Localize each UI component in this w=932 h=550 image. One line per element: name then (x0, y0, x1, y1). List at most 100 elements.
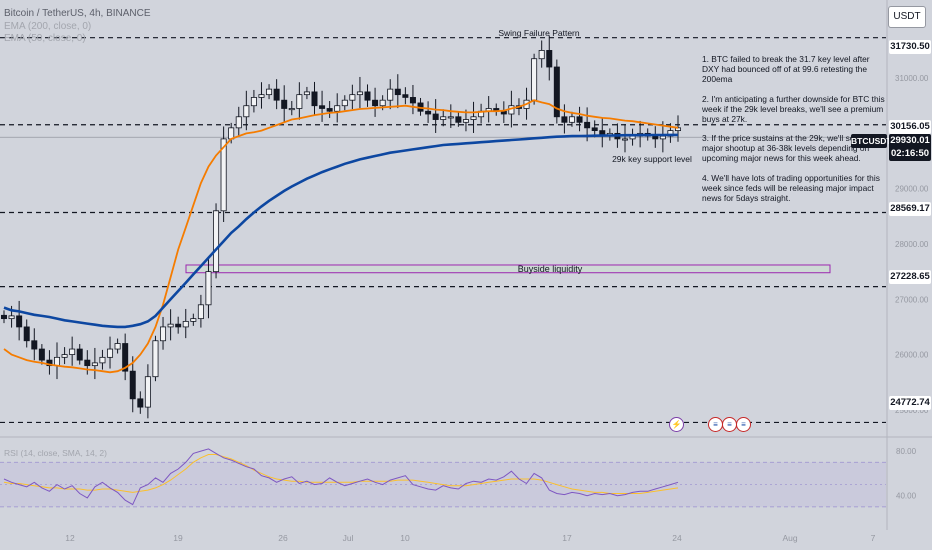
candle (387, 79, 394, 110)
candle (84, 350, 91, 375)
buyside-liquidity-box (185, 264, 831, 274)
currency-button[interactable]: USDT (888, 6, 926, 28)
note-3: 3. If the price sustains at the 29k, we'… (702, 133, 870, 164)
candle (91, 347, 98, 380)
candle (107, 336, 114, 369)
analysis-notes: 1. BTC failed to break the 31.7 key leve… (702, 54, 888, 214)
bolt-icon[interactable]: ⚡ (669, 417, 684, 432)
x-tick-label: 12 (65, 533, 75, 543)
candle (167, 309, 174, 341)
candle (38, 344, 45, 365)
candle (402, 87, 409, 105)
candle (334, 93, 341, 123)
ema50-line (3, 99, 679, 374)
x-tick-label: Aug (782, 533, 797, 543)
rsi-tick-label: 40.00 (896, 492, 917, 501)
price-label-24772: 24772.74 (889, 396, 931, 410)
rsi-ma-line (3, 454, 679, 494)
buyside-liquidity-label: Buyside liquidity (518, 264, 583, 274)
candle (372, 87, 379, 117)
y-tick-label: 25000.00 (895, 406, 929, 415)
candle (478, 103, 485, 124)
candle (455, 111, 462, 127)
candle (281, 85, 288, 122)
candle (447, 104, 454, 128)
last-price: 29930.01 (890, 135, 930, 146)
last-price-label: 29930.01 02:16:50 (889, 134, 931, 161)
candle (220, 126, 227, 222)
rsi-tick-label: 80.00 (896, 447, 917, 456)
x-tick-label: 17 (562, 533, 572, 543)
candle (137, 391, 144, 414)
candle (69, 336, 76, 366)
x-tick-label: 10 (400, 533, 410, 543)
candle (175, 316, 182, 334)
candle (0, 310, 7, 324)
candle (197, 294, 204, 328)
candle (629, 128, 636, 146)
candle (250, 89, 257, 113)
candle (182, 308, 189, 339)
candle (273, 79, 280, 110)
candle (561, 104, 568, 134)
us-flag-icon[interactable]: ≡ (736, 417, 751, 432)
candle (621, 123, 628, 153)
candle (349, 84, 356, 110)
candle (493, 103, 500, 116)
ema200-legend[interactable]: EMA (200, close, 0) (4, 21, 92, 32)
swing-failure-label: Swing Failure Pattern (498, 28, 580, 38)
candle (235, 106, 242, 137)
candle (440, 109, 447, 127)
x-tick-label: Jul (343, 533, 354, 543)
candle (485, 96, 492, 123)
y-tick-label: 29000.00 (895, 185, 929, 194)
candle (190, 313, 197, 326)
bar-countdown: 02:16:50 (890, 148, 930, 159)
candle (364, 84, 371, 107)
price-label-27228: 27228.65 (889, 270, 931, 284)
candle (568, 111, 575, 127)
rsi-legend: RSI (14, close, SMA, 14, 2) (4, 448, 107, 458)
symbol-title[interactable]: Bitcoin / TetherUS, 4h, BINANCE (4, 8, 151, 19)
note-2: 2. I'm anticipating a further downside f… (702, 93, 885, 124)
candle (243, 90, 250, 131)
candle (16, 300, 23, 341)
us-flag-icon[interactable]: ≡ (708, 417, 723, 432)
x-tick-label: 7 (871, 533, 876, 543)
candle (553, 59, 560, 124)
note-1: 1. BTC failed to break the 31.7 key leve… (702, 54, 870, 84)
candle (326, 101, 333, 118)
candle (303, 86, 310, 100)
y-tick-label: 26000.00 (895, 351, 929, 360)
candle (129, 356, 136, 413)
candle (54, 342, 61, 380)
candle (538, 40, 545, 68)
candle (144, 364, 151, 419)
us-flag-icon[interactable]: ≡ (722, 417, 737, 432)
candle (160, 316, 167, 350)
candle (425, 101, 432, 123)
candle (432, 99, 439, 133)
candle (470, 101, 477, 133)
candle (23, 319, 30, 348)
candle (258, 82, 265, 109)
candle (652, 126, 659, 148)
y-tick-label: 31000.00 (895, 74, 929, 83)
candle (213, 203, 220, 279)
ticker-label: BTCUSDT (851, 134, 892, 148)
price-label-30156: 30156.05 (889, 120, 931, 134)
candle (31, 328, 38, 361)
rsi-line (3, 448, 679, 506)
candle (356, 76, 363, 109)
candle (296, 82, 303, 120)
ema50-legend[interactable]: EMA (50, close, 0) (4, 33, 86, 44)
candle (409, 84, 416, 115)
candle (46, 350, 53, 375)
candle (114, 338, 121, 354)
candle (319, 90, 326, 122)
candle (76, 344, 83, 365)
candle (576, 106, 583, 132)
candle (311, 81, 318, 115)
candle (500, 101, 507, 123)
candle (266, 84, 273, 100)
